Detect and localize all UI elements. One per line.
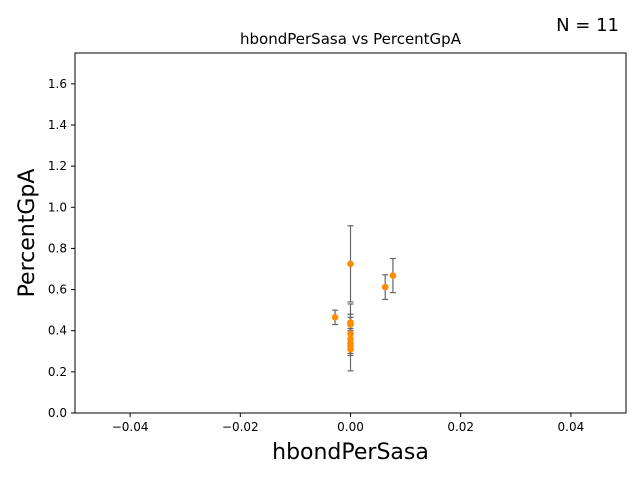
data-point <box>331 314 339 321</box>
y-axis-label: PercentGpA <box>15 169 40 298</box>
y-tick-label: 0.0 <box>48 406 67 420</box>
x-axis-label: hbondPerSasa <box>272 440 429 465</box>
x-tick-label: −0.04 <box>112 420 149 434</box>
y-tick-label: 1.0 <box>48 200 67 214</box>
y-tick-label: 1.2 <box>48 159 67 173</box>
sample-count-annotation: N = 11 <box>556 15 619 36</box>
y-tick-label: 1.4 <box>48 118 67 132</box>
x-tick-label: 0.04 <box>558 420 585 434</box>
y-tick-label: 1.6 <box>48 77 67 91</box>
y-tick-label: 0.4 <box>48 324 67 338</box>
x-tick-label: 0.00 <box>337 420 364 434</box>
y-tick-label: 0.2 <box>48 365 67 379</box>
chart-title: hbondPerSasa vs PercentGpA <box>240 30 462 48</box>
data-point <box>347 330 354 338</box>
data-point <box>381 283 389 291</box>
data-points <box>331 260 397 353</box>
axis-ticks: −0.04 −0.02 0.00 0.02 0.04 0.0 0.2 0.4 0.6 0.8 1.0… <box>48 77 584 434</box>
y-tick-label: 0.8 <box>48 241 67 255</box>
x-tick-label: −0.02 <box>222 420 259 434</box>
data-point <box>347 321 354 328</box>
data-point <box>347 260 354 268</box>
y-tick-label: 0.6 <box>48 283 67 297</box>
data-point <box>347 345 354 353</box>
data-point <box>389 272 397 279</box>
x-tick-label: 0.02 <box>447 420 474 434</box>
